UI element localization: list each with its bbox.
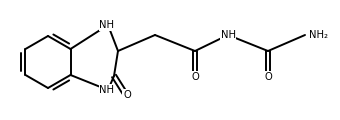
- Text: NH: NH: [100, 85, 115, 95]
- Text: O: O: [264, 72, 272, 82]
- Text: O: O: [191, 72, 199, 82]
- Text: NH: NH: [100, 20, 115, 30]
- Text: NH: NH: [221, 30, 236, 40]
- Text: O: O: [123, 90, 131, 100]
- Text: NH₂: NH₂: [309, 30, 328, 40]
